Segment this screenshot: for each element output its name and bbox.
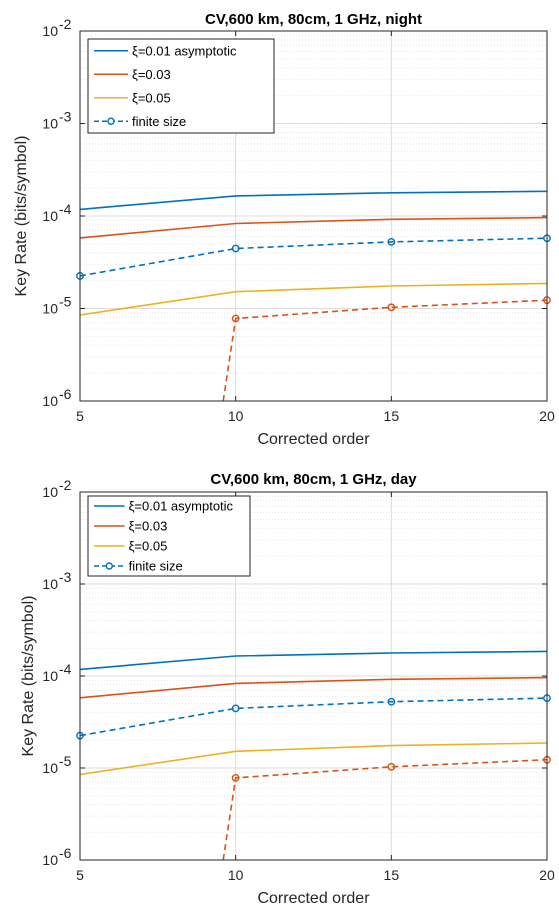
x-tick-label: 5 bbox=[76, 408, 84, 424]
legend-label-3: ξ=0.05 bbox=[132, 90, 171, 105]
series-line-5 bbox=[222, 758, 548, 861]
y-tick-label: 10 bbox=[42, 576, 58, 592]
y-tick-label: 10 bbox=[42, 116, 58, 132]
y-tick-exponent: -3 bbox=[59, 569, 72, 585]
y-tick-base: 10 bbox=[42, 23, 58, 39]
y-tick-label: 10 bbox=[42, 852, 58, 868]
y-tick-exponent: -5 bbox=[59, 753, 72, 769]
y-tick-label: 10 bbox=[42, 208, 58, 224]
x-tick-label: 15 bbox=[384, 867, 400, 883]
series-line-1 bbox=[79, 650, 548, 671]
y-tick-label: 10 bbox=[42, 23, 58, 39]
data-point bbox=[387, 762, 396, 771]
series-line-2 bbox=[79, 676, 548, 699]
x-tick-label: 10 bbox=[228, 408, 244, 424]
y-tick-label: 10 bbox=[42, 668, 58, 684]
y-tick-base: 10 bbox=[42, 301, 58, 317]
series-line-1 bbox=[79, 190, 548, 211]
series-line-3 bbox=[79, 282, 548, 316]
y-tick-base: 10 bbox=[42, 852, 58, 868]
y-axis-label: Key Rate (bits/symbol) bbox=[13, 136, 30, 297]
data-point bbox=[387, 303, 396, 312]
legend: ξ=0.01 asymptotic ξ=0.03 ξ=0.05 finite size bbox=[87, 495, 251, 577]
data-point bbox=[387, 697, 396, 706]
series-line-4 bbox=[79, 237, 548, 277]
data-point bbox=[231, 774, 240, 782]
legend-label-2: ξ=0.03 bbox=[132, 67, 171, 82]
data-point bbox=[231, 244, 240, 253]
series-group bbox=[76, 650, 551, 861]
y-tick-label: 10 bbox=[42, 393, 58, 409]
y-tick-exponent: -2 bbox=[59, 477, 72, 493]
y-axis-label: Key Rate (bits/symbol) bbox=[20, 596, 37, 757]
y-tick-exponent: -6 bbox=[59, 845, 72, 861]
series-line-2 bbox=[79, 216, 548, 239]
y-tick-base: 10 bbox=[42, 116, 58, 132]
legend-marker bbox=[105, 562, 114, 570]
data-point bbox=[387, 237, 396, 246]
y-tick-label: 10 bbox=[42, 301, 58, 317]
legend-label-2: ξ=0.03 bbox=[129, 519, 168, 534]
y-tick-exponent: -4 bbox=[59, 661, 72, 677]
y-tick-exponent: -2 bbox=[59, 16, 72, 32]
chart-title: CV,600 km, 80cm, 1 GHz, day bbox=[210, 471, 417, 488]
legend-label-4: finite size bbox=[132, 114, 186, 129]
legend-label-1: ξ=0.01 asymptotic bbox=[129, 499, 234, 514]
y-tick-base: 10 bbox=[42, 760, 58, 776]
y-tick-label: 10 bbox=[42, 484, 58, 500]
y-tick-base: 10 bbox=[42, 393, 58, 409]
y-tick-base: 10 bbox=[42, 208, 58, 224]
y-tick-label: 10 bbox=[42, 760, 58, 776]
y-tick-base: 10 bbox=[42, 576, 58, 592]
x-axis-label: Corrected order bbox=[257, 890, 370, 907]
ticks bbox=[79, 30, 548, 402]
series-line-5 bbox=[222, 299, 548, 402]
y-tick-base: 10 bbox=[42, 484, 58, 500]
legend-label-3: ξ=0.05 bbox=[129, 539, 168, 554]
series-group bbox=[76, 190, 551, 402]
chart-title: CV,600 km, 80cm, 1 GHz, night bbox=[205, 11, 422, 28]
y-tick-exponent: -6 bbox=[59, 386, 72, 402]
x-tick-label: 20 bbox=[539, 867, 555, 883]
series-line-3 bbox=[79, 742, 548, 776]
y-tick-base: 10 bbox=[42, 668, 58, 684]
x-axis-label: Corrected order bbox=[257, 431, 370, 448]
data-point bbox=[231, 314, 240, 323]
x-tick-label: 20 bbox=[539, 408, 555, 424]
legend-label-4: finite size bbox=[129, 559, 183, 574]
legend-box bbox=[87, 495, 251, 577]
series-line-4 bbox=[79, 697, 548, 737]
x-tick-label: 10 bbox=[228, 867, 244, 883]
legend: ξ=0.01 asymptotic ξ=0.03 ξ=0.05 finite size bbox=[87, 38, 275, 134]
legend-label-1: ξ=0.01 asymptotic bbox=[132, 43, 237, 58]
x-tick-label: 5 bbox=[76, 867, 84, 883]
x-tick-label: 15 bbox=[384, 408, 400, 424]
y-tick-exponent: -5 bbox=[59, 294, 72, 310]
data-point bbox=[231, 704, 240, 713]
legend-marker bbox=[107, 117, 115, 125]
ticks bbox=[79, 491, 548, 861]
legend-box bbox=[87, 38, 275, 134]
y-tick-exponent: -4 bbox=[59, 201, 72, 217]
y-tick-exponent: -3 bbox=[59, 109, 72, 125]
